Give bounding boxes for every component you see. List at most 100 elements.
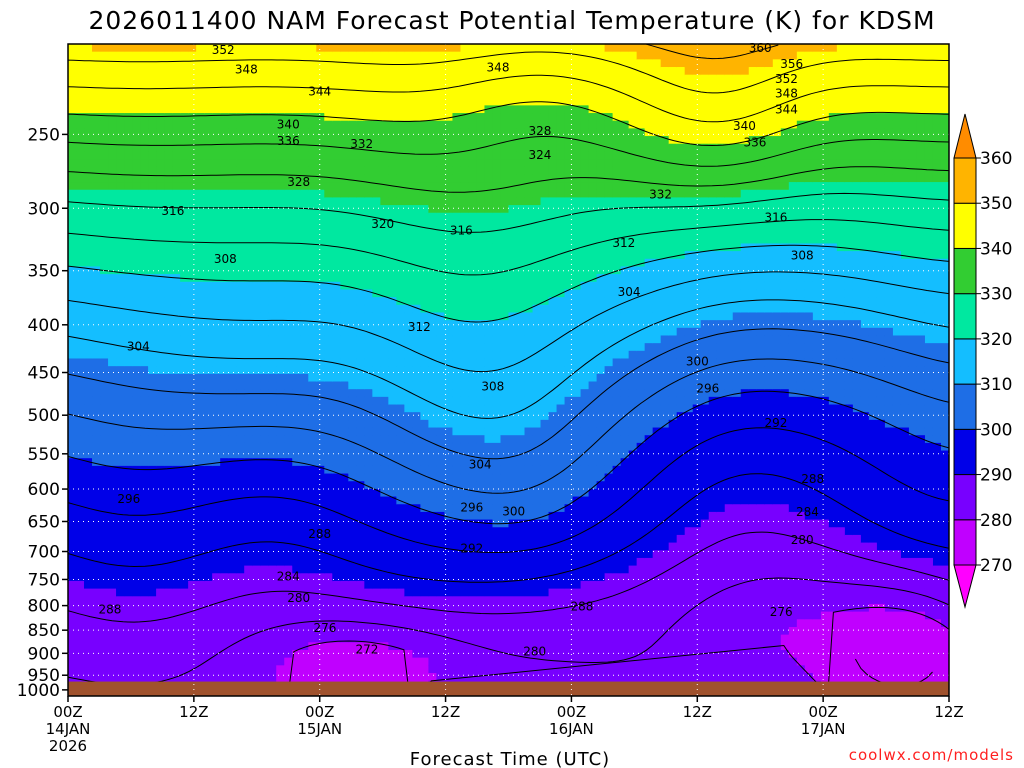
field-cell (100, 626, 109, 636)
field-cell (228, 665, 237, 674)
field-cell (484, 136, 494, 145)
field-cell (436, 113, 446, 122)
field-cell (188, 412, 197, 421)
field-cell (300, 465, 309, 475)
field-cell (364, 128, 373, 137)
field-cell (76, 458, 85, 467)
field-cell (100, 657, 109, 666)
field-cell (140, 105, 149, 114)
field-cell (484, 389, 494, 398)
field-cell (460, 373, 470, 383)
field-cell (132, 366, 141, 375)
field-cell (508, 212, 518, 222)
field-cell (292, 504, 301, 513)
field-cell (524, 672, 534, 682)
field-cell (108, 565, 117, 574)
field-cell (348, 128, 357, 137)
field-cell (420, 358, 430, 367)
field-cell (92, 603, 101, 613)
field-cell (196, 97, 205, 106)
field-cell (212, 366, 221, 375)
field-cell (92, 358, 101, 367)
field-cell (252, 189, 261, 199)
field-cell (340, 419, 349, 429)
field-cell (236, 151, 245, 160)
field-cell (212, 481, 221, 490)
field-cell (116, 251, 125, 260)
field-cell (124, 542, 133, 551)
field-cell (276, 235, 285, 245)
field-cell (292, 550, 301, 559)
field-cell (388, 358, 397, 367)
field-cell (156, 626, 165, 636)
field-cell (204, 82, 213, 91)
field-cell (428, 97, 438, 106)
field-cell (140, 174, 149, 183)
field-cell (220, 90, 229, 99)
field-cell (212, 412, 221, 421)
field-cell (372, 97, 381, 106)
field-cell (404, 473, 413, 482)
field-cell (332, 258, 341, 268)
field-cell (452, 350, 462, 360)
field-cell (252, 473, 261, 482)
field-cell (180, 573, 189, 582)
field-cell (268, 220, 277, 229)
field-cell (372, 358, 381, 367)
field-cell (476, 619, 486, 628)
field-cell (156, 649, 165, 659)
field-cell (124, 672, 133, 682)
field-cell (140, 427, 149, 436)
field-cell (324, 343, 333, 352)
field-cell (68, 120, 77, 129)
field-cell (124, 59, 133, 68)
field-cell (532, 44, 542, 53)
field-cell (132, 565, 141, 574)
field-cell (332, 90, 341, 99)
field-cell (76, 626, 85, 636)
field-cell (348, 343, 357, 352)
field-cell (284, 327, 293, 337)
field-cell (228, 159, 237, 168)
field-cell (164, 419, 173, 429)
field-cell (116, 511, 125, 521)
field-cell (340, 527, 349, 536)
field-cell (524, 159, 534, 168)
field-cell (196, 565, 205, 574)
field-cell (484, 565, 494, 574)
field-cell (124, 251, 133, 260)
field-cell (500, 619, 510, 628)
field-cell (460, 105, 470, 114)
field-cell (396, 297, 405, 306)
field-cell (84, 197, 93, 206)
field-cell (132, 143, 141, 152)
field-cell (172, 67, 181, 76)
field-cell (364, 159, 373, 168)
field-cell (84, 511, 93, 521)
field-cell (508, 665, 518, 674)
field-cell (188, 396, 197, 406)
field-cell (372, 389, 381, 398)
field-cell (404, 396, 413, 406)
field-cell (140, 274, 149, 283)
field-cell (116, 404, 125, 413)
field-cell (172, 350, 181, 360)
field-cell (132, 557, 141, 567)
field-cell (412, 136, 421, 145)
field-cell (236, 496, 245, 505)
field-cell (396, 120, 405, 129)
field-cell (436, 220, 446, 229)
field-cell (100, 496, 109, 505)
field-cell (220, 228, 229, 237)
field-cell (508, 274, 518, 283)
field-cell (468, 243, 478, 252)
field-cell (236, 182, 245, 191)
field-cell (284, 488, 293, 498)
field-cell (252, 350, 261, 360)
field-cell (148, 373, 157, 383)
field-cell (524, 580, 534, 590)
field-cell (420, 120, 430, 129)
field-cell (516, 458, 526, 467)
field-cell (228, 504, 237, 513)
field-cell (308, 113, 317, 122)
